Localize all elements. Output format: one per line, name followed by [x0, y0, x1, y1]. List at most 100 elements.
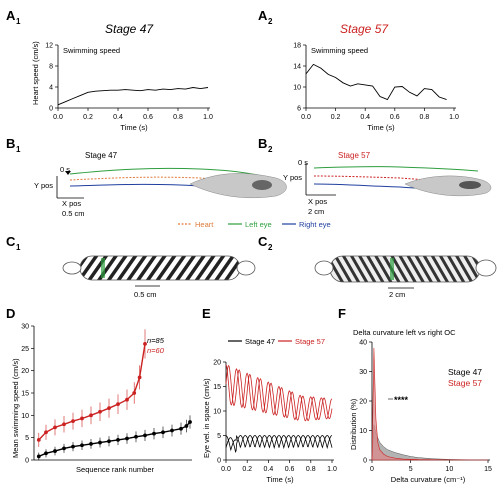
y-pos-label: Y pos — [283, 173, 302, 182]
x-axis-label: Sequence rank number — [76, 465, 154, 474]
time-label: 0 s — [298, 158, 308, 167]
x-tick-label: 1.0 — [203, 114, 213, 121]
significance-stars: **** — [394, 395, 409, 405]
x-tick-label: 0 — [370, 466, 374, 473]
panel-e: E Stage 47 Stage 57 Eye vel. in space (c… — [202, 306, 337, 484]
x-tick-label: 0.4 — [264, 466, 274, 473]
y-axis-label: Distribution (%) — [349, 398, 358, 450]
left-eye-trace — [69, 167, 263, 177]
panel-f: F Delta curvature left vs right OC Distr… — [338, 306, 492, 484]
panel-subscript: 1 — [16, 17, 21, 26]
panel-letter: C — [6, 234, 16, 249]
speed-line — [57, 87, 209, 106]
x-axis-label: Time (s) — [120, 123, 148, 132]
legend-label-stage47: Stage 47 — [448, 367, 482, 377]
y-axis-label: Heart speed (cm/s) — [31, 41, 40, 105]
x-tick-label: 0.0 — [301, 114, 311, 121]
tail-tip-icon — [62, 261, 82, 275]
scale-label: 2 cm — [389, 290, 405, 299]
y-tick-label: 6 — [297, 106, 301, 113]
scale-label: 2 cm — [308, 207, 324, 216]
tadpole-silhouette-icon — [189, 173, 287, 199]
x-axis-label: Delta curvature (cm⁻¹) — [391, 475, 466, 484]
y-tick-label: 5 — [217, 433, 221, 440]
speed-line — [305, 63, 447, 101]
time-label: 0 s — [60, 165, 70, 174]
oc-marker — [390, 258, 394, 280]
x-tick-label: 0.6 — [143, 114, 153, 121]
y-tick-label: 18 — [293, 43, 301, 50]
oc-marker — [101, 258, 105, 278]
y-tick-label: 4 — [49, 85, 53, 92]
y-tick-label: 40 — [359, 340, 367, 347]
y-tick-label: 20 — [213, 360, 221, 367]
panel-subscript: 2 — [268, 243, 273, 252]
panel-subscript: 2 — [268, 17, 273, 26]
x-tick-label: 5 — [409, 466, 413, 473]
panel-letter: B — [6, 136, 15, 151]
y-tick-label: 20 — [359, 399, 367, 406]
x-tick-label: 10 — [445, 466, 453, 473]
data-point — [143, 341, 147, 346]
x-tick-label: 0.4 — [113, 114, 123, 121]
x-pos-label: X pos — [62, 199, 81, 208]
panel-c2: C 2 2 cm — [258, 234, 497, 299]
x-tick-label: 0.0 — [53, 114, 63, 121]
curvature-map-stage57 — [329, 255, 481, 283]
left-eye-trace — [313, 166, 479, 172]
y-tick-label: 10 — [359, 428, 367, 435]
legend-label-stage47: Stage 47 — [245, 337, 275, 346]
panel-c1: C 1 0.5 cm — [6, 234, 256, 299]
y-tick-label: 20 — [21, 368, 29, 375]
stage47-right-eye-line — [225, 434, 333, 452]
y-tick-label: 10 — [293, 85, 301, 92]
panel-letter: A — [258, 8, 268, 23]
panel-letter: A — [6, 8, 16, 23]
legend-label-stage57: Stage 57 — [295, 337, 325, 346]
stage47-distribution — [371, 424, 489, 461]
y-tick-label: 0 — [49, 106, 53, 113]
scale-label: 0.5 cm — [134, 290, 157, 299]
panel-subscript: 2 — [268, 145, 273, 154]
right-eye-legend-label: Right eye — [299, 220, 331, 229]
stage47-left-eye-line — [225, 435, 333, 453]
x-tick-label: 0.0 — [221, 466, 231, 473]
panel-title: Delta curvature left vs right OC — [353, 328, 456, 337]
x-tick-label: 0.8 — [306, 466, 316, 473]
stage57-distribution — [371, 347, 489, 461]
panel-subscript: 1 — [16, 243, 21, 252]
x-tick-label: 0.4 — [360, 114, 370, 121]
y-tick-label: 25 — [21, 346, 29, 353]
inset-label: Swimming speed — [311, 46, 368, 55]
x-tick-label: 1.0 — [449, 114, 459, 121]
x-tick-label: 0.6 — [285, 466, 295, 473]
x-axis-label: Time (s) — [367, 123, 395, 132]
x-tick-label: 0.8 — [173, 114, 183, 121]
start-marker-icon — [65, 171, 71, 175]
y-axis-label: Eye vel. in space (cm/s) — [202, 378, 211, 458]
y-tick-label: 30 — [359, 369, 367, 376]
tadpole-head-icon — [252, 180, 272, 190]
stage-title: Stage 47 — [105, 22, 154, 36]
tadpole-silhouette-icon — [404, 175, 492, 197]
y-tick-label: 5 — [25, 435, 29, 442]
x-tick-label: 0.2 — [331, 114, 341, 121]
y-tick-label: 15 — [21, 391, 29, 398]
y-tick-label: 10 — [213, 409, 221, 416]
y-tick-label: 14 — [293, 64, 301, 71]
series-line — [38, 343, 146, 441]
panel-letter: C — [258, 234, 268, 249]
y-tick-label: 30 — [21, 324, 29, 331]
panel-letter: B — [258, 136, 267, 151]
y-tick-label: 15 — [213, 384, 221, 391]
x-axis-label: Time (s) — [266, 475, 294, 484]
series-line — [38, 421, 191, 458]
n-stage47-label: n=85 — [147, 336, 165, 345]
x-tick-label: 0.6 — [390, 114, 400, 121]
y-tick-label: 10 — [21, 413, 29, 420]
stage57-right-eye-line — [225, 364, 333, 422]
y-tick-label: 8 — [49, 64, 53, 71]
trace-legend: Heart Left eye Right eye — [178, 220, 331, 229]
x-tick-label: 0.8 — [420, 114, 430, 121]
